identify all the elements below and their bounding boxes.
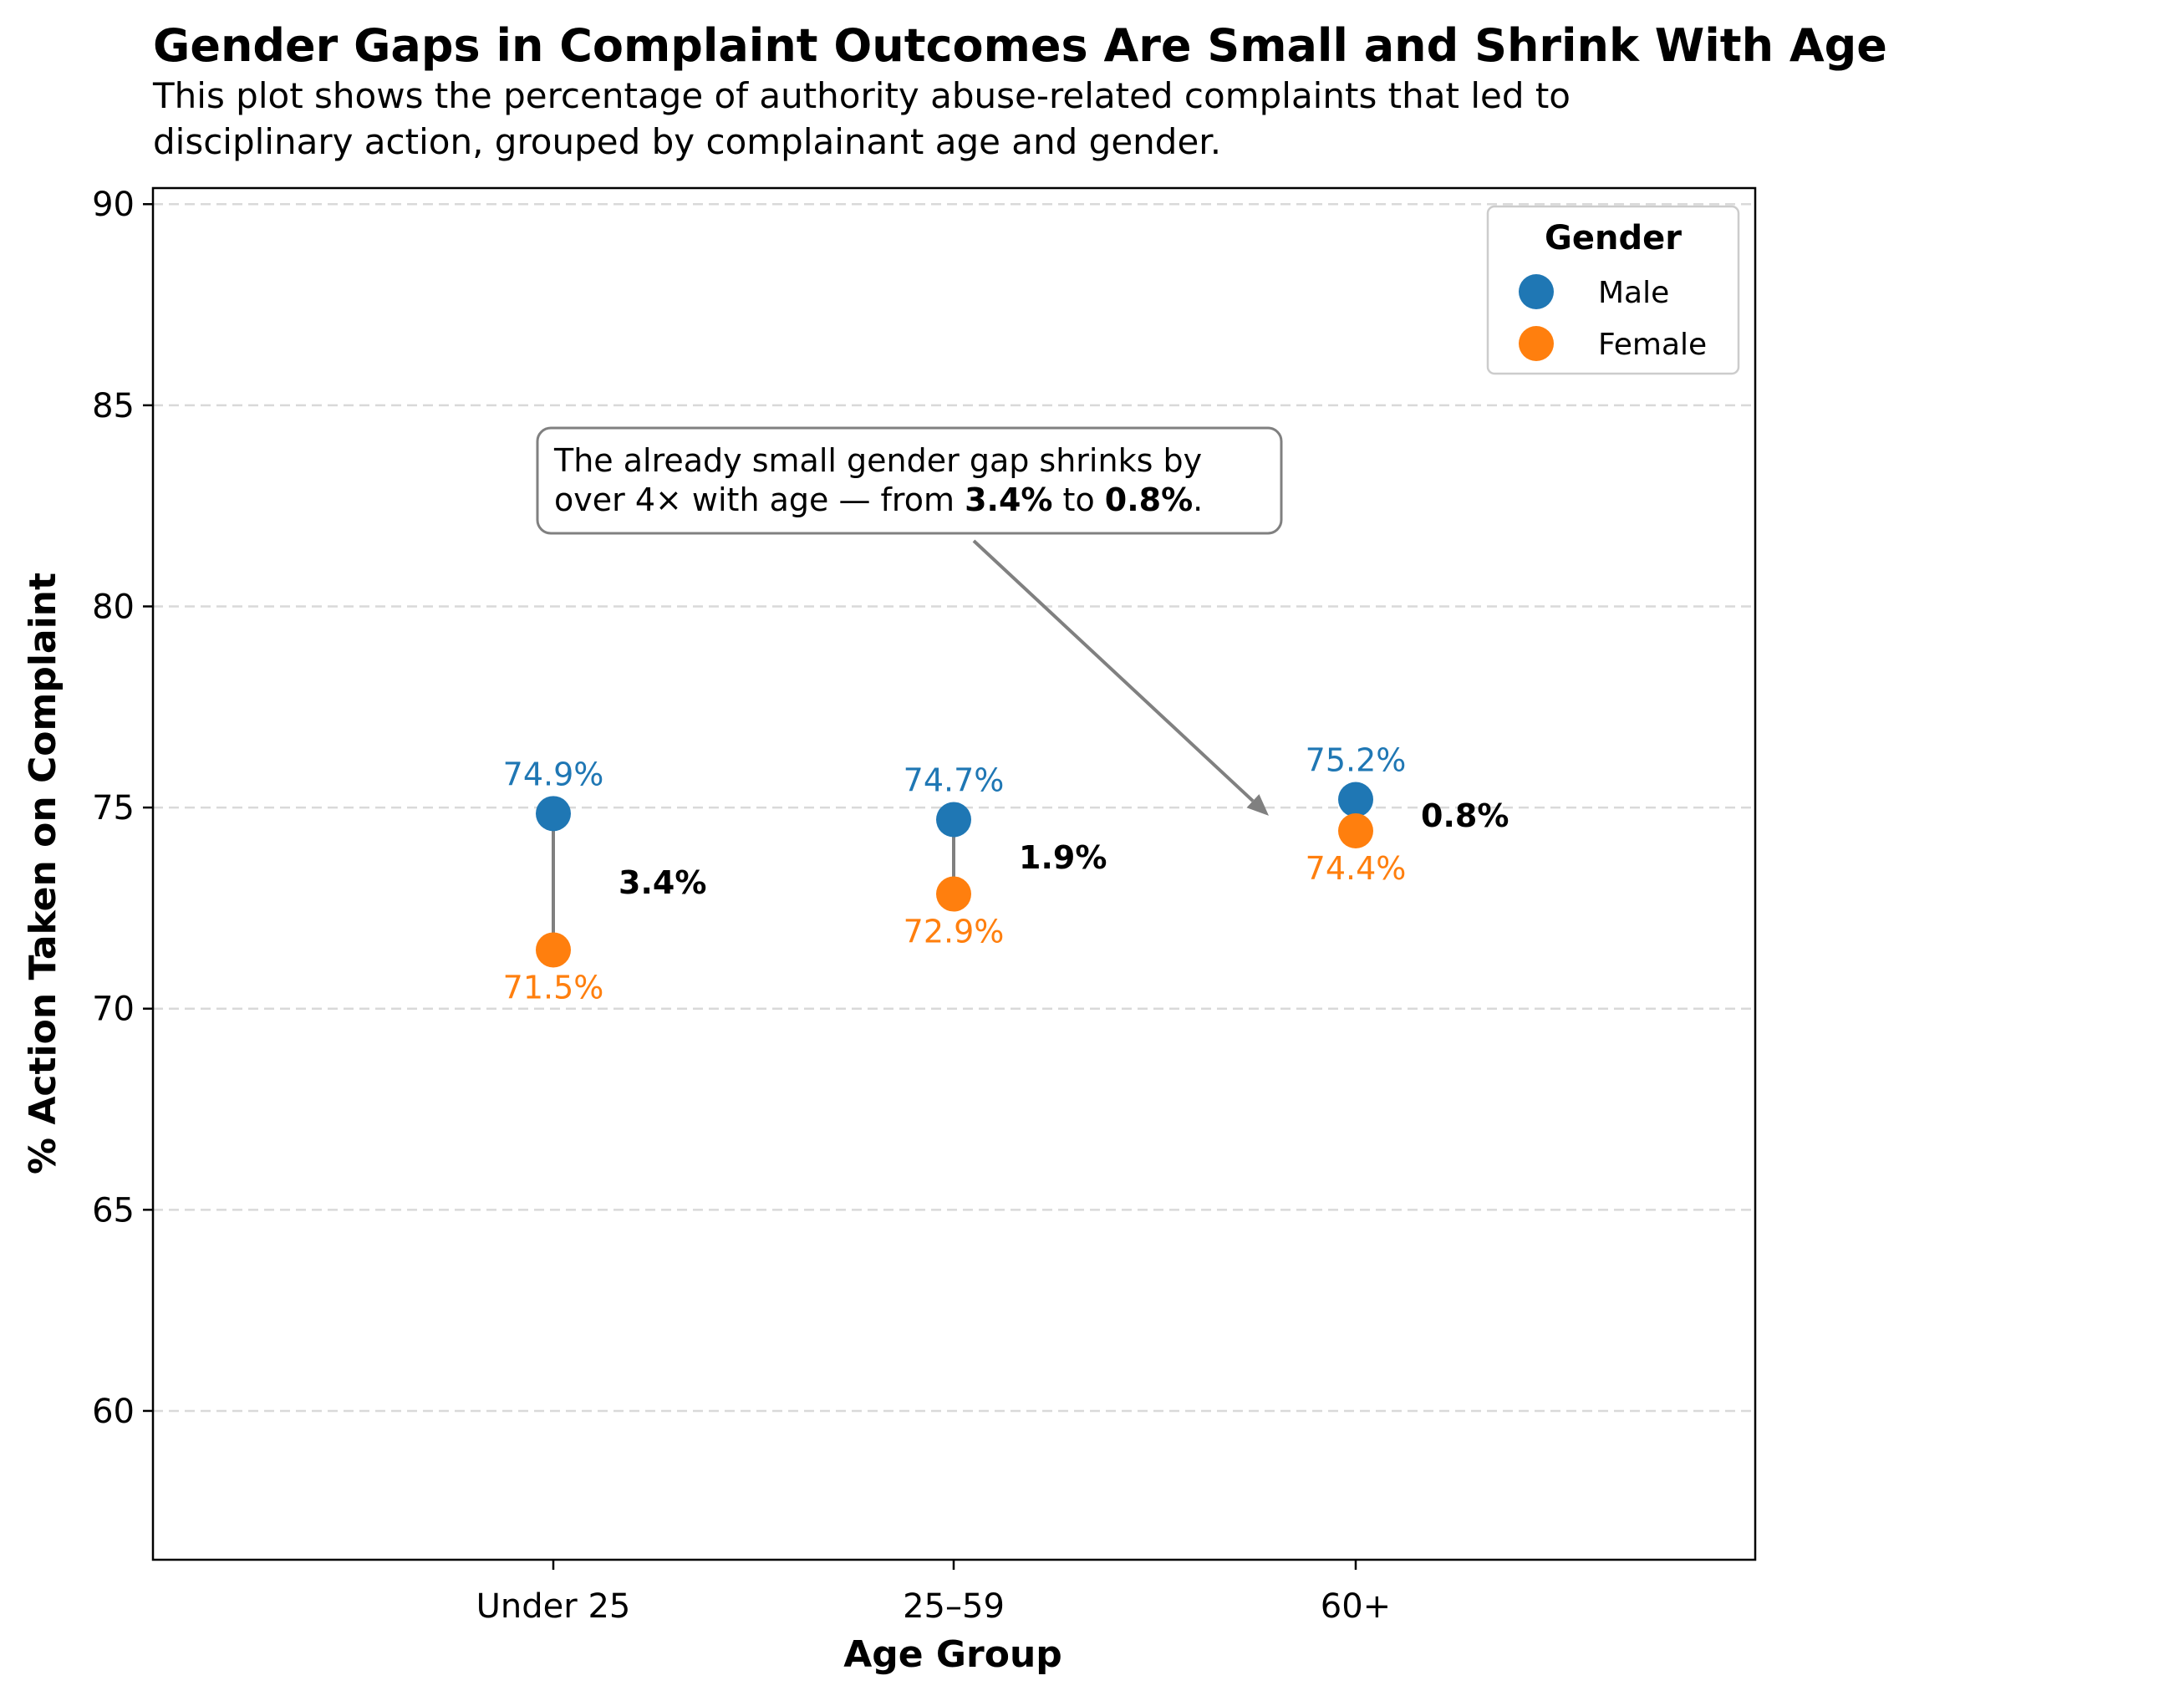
gap-label-0: 3.4% xyxy=(619,864,706,901)
male-point-2 xyxy=(1338,782,1373,817)
annotation-line-2-part-1: 3.4% xyxy=(965,481,1052,518)
y-tick-label-70: 70 xyxy=(92,991,135,1029)
annotation-line-2-part-0: over 4× with age — from xyxy=(554,481,965,518)
legend-label-female: Female xyxy=(1598,328,1707,362)
male-point-0 xyxy=(536,796,571,832)
female-value-label-2: 74.4% xyxy=(1306,850,1407,887)
gap-label-2: 0.8% xyxy=(1421,797,1509,834)
male-value-label-0: 74.9% xyxy=(503,756,604,792)
legend-marker-male xyxy=(1519,274,1554,309)
annotation: The already small gender gap shrinks by … xyxy=(536,426,1283,816)
x-tick-label-1: 25–59 xyxy=(903,1587,1005,1626)
chart-subtitle-line-2: disciplinary action, grouped by complain… xyxy=(153,121,1221,162)
x-tick-label-0: Under 25 xyxy=(476,1587,631,1626)
annotation-line-2-part-2: to xyxy=(1052,481,1104,518)
annotation-text-line-1: The already small gender gap shrinks by xyxy=(553,442,1202,479)
legend-marker-female xyxy=(1519,326,1554,361)
legend-box xyxy=(1486,205,1740,375)
female-point-1 xyxy=(936,876,971,912)
male-value-label-2: 75.2% xyxy=(1306,741,1407,778)
annotation-line-2-part-3: 0.8% xyxy=(1105,481,1193,518)
y-tick-label-60: 60 xyxy=(92,1393,135,1431)
male-point-1 xyxy=(936,802,971,838)
annotation-arrow-head xyxy=(1246,794,1269,816)
y-axis-label: % Action Taken on Complaint xyxy=(22,573,64,1174)
female-value-label-1: 72.9% xyxy=(904,914,1005,950)
y-tick-label-65: 65 xyxy=(92,1191,135,1230)
legend-title: Gender xyxy=(1545,219,1682,257)
chart-title: Gender Gaps in Complaint Outcomes Are Sm… xyxy=(153,19,1887,72)
female-point-0 xyxy=(536,932,571,968)
value-labels: 74.9% 71.5% 74.7% 72.9% 75.2% 74.4% xyxy=(503,741,1407,1006)
annotation-text-line-2: over 4× with age — from 3.4% to 0.8%. xyxy=(554,481,1203,518)
x-axis-ticks: Under 25 25–59 60+ xyxy=(476,1560,1391,1626)
y-tick-label-85: 85 xyxy=(92,387,135,425)
y-tick-label-80: 80 xyxy=(92,588,135,626)
chart-subtitle-line-1: This plot shows the percentage of author… xyxy=(152,75,1571,116)
x-tick-label-2: 60+ xyxy=(1321,1587,1391,1626)
annotation-box xyxy=(536,426,1283,535)
y-axis-ticks: 60 65 70 75 80 85 90 xyxy=(92,186,153,1431)
female-value-label-0: 71.5% xyxy=(503,969,604,1006)
data-points xyxy=(536,782,1373,968)
male-value-label-1: 74.7% xyxy=(904,762,1005,799)
x-axis-label: Age Group xyxy=(843,1633,1062,1676)
annotation-line-2-part-4: . xyxy=(1193,481,1203,518)
annotation-arrow-line xyxy=(972,539,1255,802)
y-tick-label-75: 75 xyxy=(92,789,135,828)
legend-label-male: Male xyxy=(1598,276,1669,310)
y-tick-label-90: 90 xyxy=(92,186,135,224)
female-point-2 xyxy=(1338,813,1373,849)
legend: Gender Male Female xyxy=(1486,205,1740,375)
gap-labels: 3.4% 1.9% 0.8% xyxy=(619,797,1509,901)
gap-label-1: 1.9% xyxy=(1019,839,1107,876)
